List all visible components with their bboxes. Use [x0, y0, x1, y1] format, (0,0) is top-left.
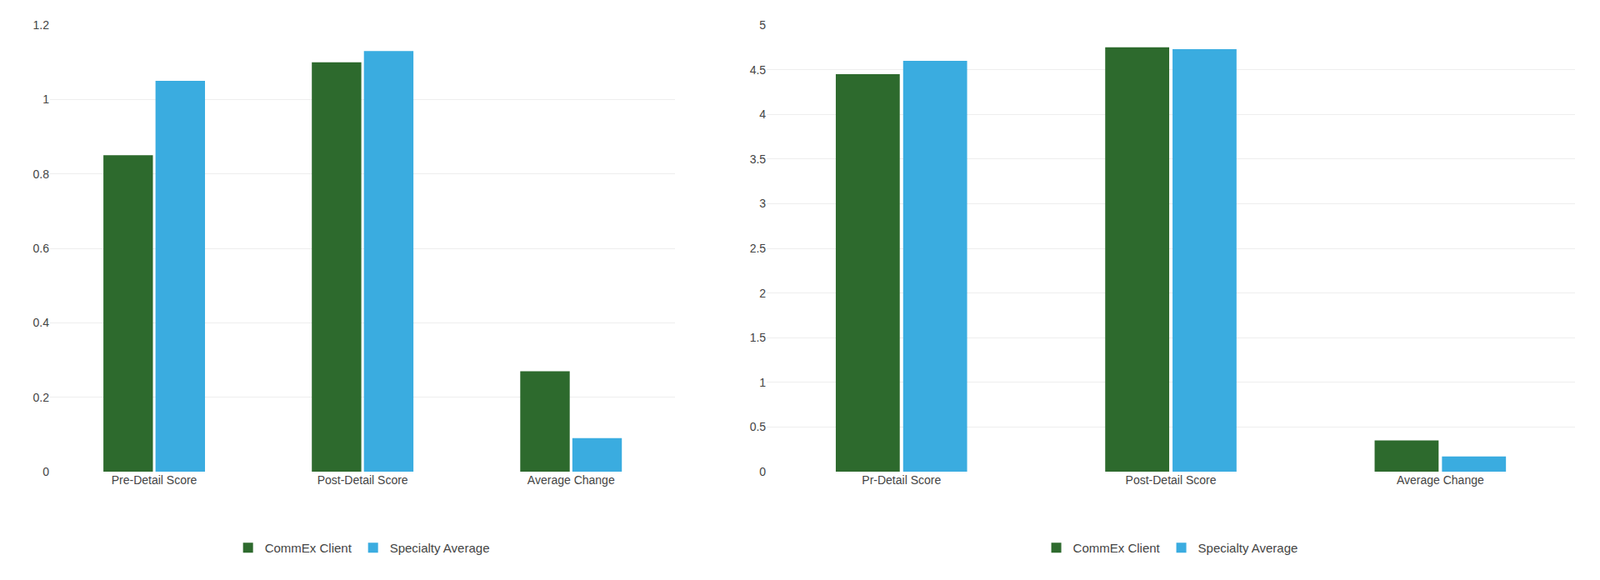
svg-text:1.2: 1.2	[33, 18, 50, 32]
svg-text:3: 3	[759, 196, 766, 210]
svg-text:2: 2	[759, 286, 766, 300]
svg-text:Average Change: Average Change	[1396, 473, 1485, 487]
svg-text:0: 0	[759, 465, 766, 479]
svg-text:Average Change: Average Change	[527, 473, 615, 487]
svg-text:3.5: 3.5	[750, 152, 767, 166]
svg-text:Post-Detail Score: Post-Detail Score	[317, 473, 409, 487]
svg-text:0: 0	[42, 465, 50, 479]
svg-text:Pre-Detail Score: Pre-Detail Score	[111, 473, 198, 487]
svg-text:Post-Detail Score: Post-Detail Score	[1125, 473, 1217, 487]
svg-text:5: 5	[759, 18, 766, 32]
svg-text:CommEx Client: CommEx Client	[1073, 540, 1161, 555]
svg-text:0.6: 0.6	[33, 241, 50, 255]
svg-text:1.5: 1.5	[750, 330, 767, 345]
svg-text:Pr-Detail Score: Pr-Detail Score	[861, 473, 941, 487]
svg-text:CommEx Client: CommEx Client	[265, 540, 353, 555]
svg-text:0.5: 0.5	[750, 420, 767, 434]
svg-text:1: 1	[759, 375, 766, 390]
svg-text:2.5: 2.5	[750, 241, 767, 255]
svg-text:Specialty Average: Specialty Average	[1198, 540, 1299, 555]
svg-text:4: 4	[759, 107, 766, 121]
svg-text:0.2: 0.2	[33, 390, 50, 405]
svg-text:0.8: 0.8	[33, 167, 50, 181]
svg-text:Specialty Average: Specialty Average	[390, 540, 490, 555]
svg-text:4.5: 4.5	[750, 63, 767, 77]
svg-text:0.4: 0.4	[33, 315, 50, 330]
svg-text:1: 1	[42, 92, 50, 106]
